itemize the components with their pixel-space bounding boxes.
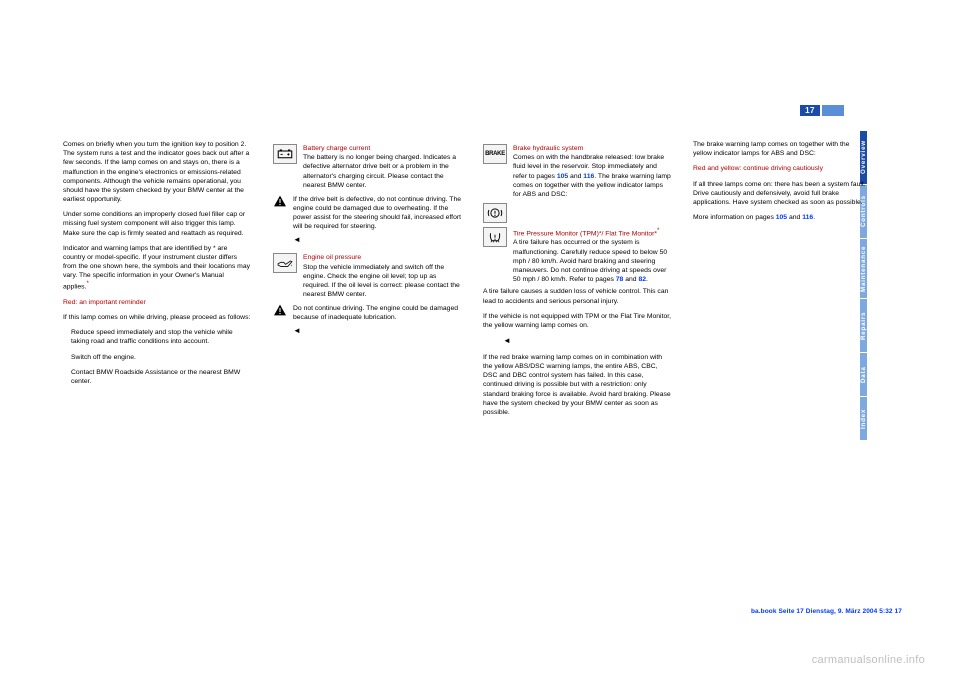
column-3: BRAKE Brake hydraulic system Comes on wi… — [483, 140, 671, 423]
oil-row: Engine oil pressure Stop the vehicle imm… — [273, 253, 461, 299]
and-text: and — [787, 214, 802, 221]
battery-row: Battery charge current The battery is no… — [273, 144, 461, 190]
c1-paragraph: Comes on briefly when you turn the ignit… — [63, 140, 251, 204]
c1-text: Indicator and warning lamps that are ide… — [63, 245, 250, 291]
c4-heading-red: Red and yellow: continue driving cautiou… — [693, 164, 868, 173]
page-number: 17 — [800, 105, 820, 116]
column-4: The brake warning lamp comes on together… — [693, 140, 868, 423]
combined-warning: If the red brake warning lamp comes on i… — [483, 353, 671, 417]
brake-circle-row — [483, 203, 671, 223]
page-number-accent — [822, 105, 844, 116]
page-ref-82[interactable]: 82 — [638, 276, 646, 283]
closing-arrow: ◄ — [293, 235, 461, 246]
page-ref-105[interactable]: 105 — [557, 173, 568, 180]
oil-body: Stop the vehicle immediately and switch … — [303, 264, 460, 299]
oil-can-icon — [273, 253, 297, 273]
oil-text: Engine oil pressure Stop the vehicle imm… — [303, 253, 461, 299]
c1-paragraph: If this lamp comes on while driving, ple… — [63, 313, 251, 322]
page-ref-105b[interactable]: 105 — [776, 214, 787, 221]
c1-paragraph: Under some conditions an improperly clos… — [63, 210, 251, 238]
page-ref-116[interactable]: 116 — [583, 173, 594, 180]
c4-paragraph: More information on pages 105 and 116. — [693, 213, 868, 222]
and-text: and — [623, 276, 638, 283]
watermark: carmanualsonline.info — [812, 654, 925, 666]
and-text: and — [568, 173, 583, 180]
c1-paragraph: Indicator and warning lamps that are ide… — [63, 244, 251, 292]
page-number-bar: 17 — [800, 105, 844, 116]
battery-body: The battery is no longer being charged. … — [303, 154, 456, 189]
warning-triangle-icon — [273, 195, 287, 207]
brake-icon: BRAKE — [483, 144, 507, 164]
tpm-note: If the vehicle is not equipped with TPM … — [483, 312, 671, 330]
closing-arrow: ◄ — [503, 336, 671, 347]
brake-row: BRAKE Brake hydraulic system Comes on wi… — [483, 144, 671, 199]
footnote-star: * — [657, 228, 659, 234]
tire-pressure-icon — [483, 227, 507, 247]
page-ref-116b[interactable]: 116 — [802, 214, 813, 221]
c1-heading-red: Red: an important reminder — [63, 298, 251, 307]
oil-warning-row: Do not continue driving. The engine coul… — [273, 304, 461, 322]
archive-meta: ba.book Seite 17 Dienstag, 9. März 2004 … — [751, 608, 902, 615]
tpm-title: Tire Pressure Monitor (TPM)*/ Flat Tire … — [513, 230, 657, 237]
oil-warning-text: Do not continue driving. The engine coul… — [293, 304, 461, 322]
oil-title: Engine oil pressure — [303, 254, 361, 261]
c4-morepages: More information on pages — [693, 214, 776, 221]
text-columns: Comes on briefly when you turn the ignit… — [63, 140, 868, 423]
brake-title: Brake hydraulic system — [513, 145, 583, 152]
belt-warning-row: If the drive belt is defective, do not c… — [273, 195, 461, 232]
manual-page: 17 Overview Controls Maintenance Repairs… — [63, 110, 898, 580]
tpm-row: Tire Pressure Monitor (TPM)*/ Flat Tire … — [483, 227, 671, 284]
footnote-star: * — [86, 281, 88, 287]
c1-list-item: Switch off the engine. — [71, 353, 251, 362]
battery-title: Battery charge current — [303, 145, 370, 152]
tpm-text: Tire Pressure Monitor (TPM)*/ Flat Tire … — [513, 227, 671, 284]
brake-text: Brake hydraulic system Comes on with the… — [513, 144, 671, 199]
c4-paragraph: If all three lamps come on: there has be… — [693, 180, 868, 208]
warning-triangle-icon — [273, 304, 287, 316]
brake-circle-icon — [483, 203, 507, 223]
battery-icon — [273, 144, 297, 164]
closing-arrow: ◄ — [293, 326, 461, 337]
c1-list-item: Contact BMW Roadside Assistance or the n… — [71, 368, 251, 386]
column-1: Comes on briefly when you turn the ignit… — [63, 140, 251, 423]
belt-warning-text: If the drive belt is defective, do not c… — [293, 195, 461, 232]
battery-text: Battery charge current The battery is no… — [303, 144, 461, 190]
c1-list-item: Reduce speed immediately and stop the ve… — [71, 328, 251, 346]
column-2: Battery charge current The battery is no… — [273, 140, 461, 423]
tpm-warn: A tire failure causes a sudden loss of v… — [483, 287, 671, 305]
c4-paragraph: The brake warning lamp comes on together… — [693, 140, 868, 158]
